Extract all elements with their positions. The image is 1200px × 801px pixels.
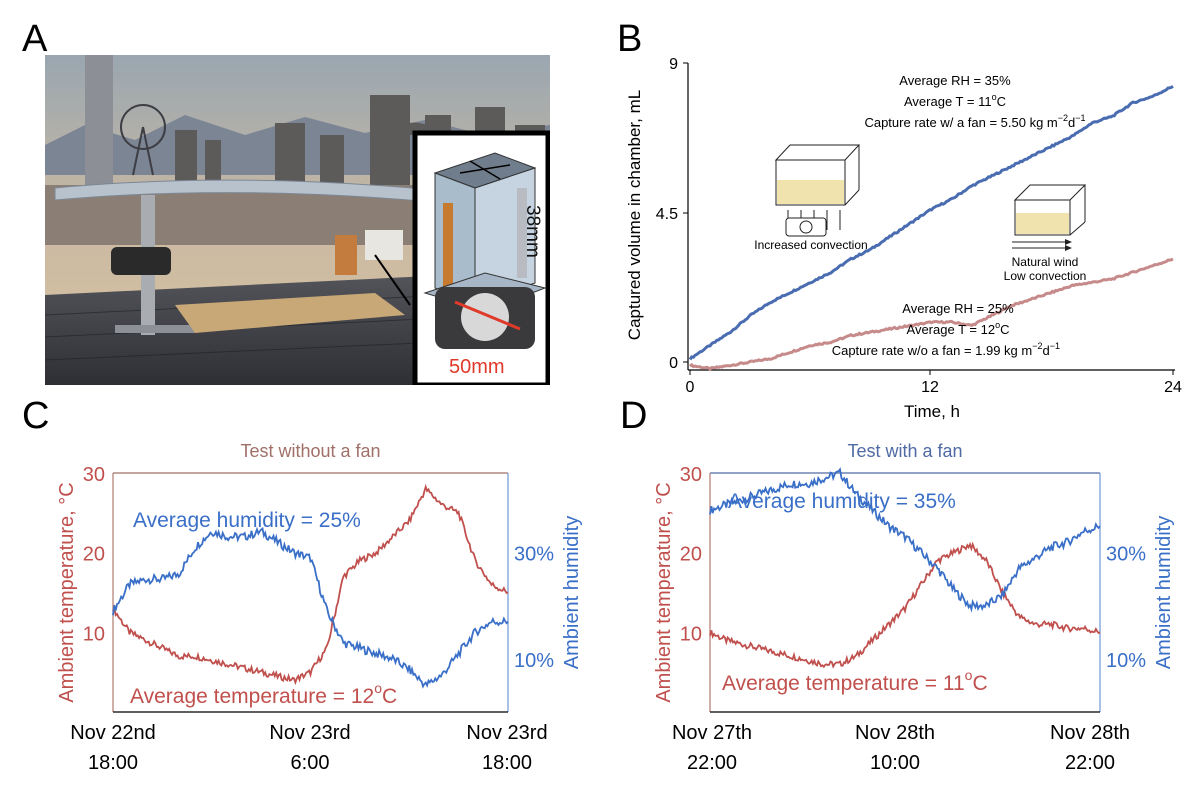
d-series-temperature <box>709 541 1101 669</box>
inset-height-label: 38mm <box>522 205 543 258</box>
c-temp-annotation: Average temperature = 12oC <box>130 680 397 708</box>
inset-fan-label: Increased convection <box>754 238 867 252</box>
c-x-tick-label-line1: Nov 23rd <box>269 722 350 744</box>
c-left-tick-label: 10 <box>83 623 105 645</box>
b-series-without-fan <box>689 257 1174 372</box>
panel-label-d: D <box>620 395 648 437</box>
inset-wind-label-1: Natural wind <box>1012 255 1079 269</box>
d-left-tick-label: 30 <box>680 464 702 486</box>
c-left-tick-label: 30 <box>83 464 105 486</box>
d-temp-annotation: Average temperature = 11oC <box>722 667 988 695</box>
d-x-tick-label-line1: Nov 28th <box>1050 722 1130 744</box>
d-humidity-annotation: Average humidity = 35% <box>728 490 956 513</box>
c-right-tick-label: 30% <box>514 544 554 566</box>
nofan-rate-annotation: Capture rate w/o a fan = 1.99 kg m−2d−1 <box>832 341 1060 358</box>
b-series-with-fan <box>688 85 1174 361</box>
c-humidity-annotation: Average humidity = 25% <box>133 509 361 532</box>
d-x-tick-label-line2: 10:00 <box>870 752 920 774</box>
b-y-axis-label: Captured volume in chamber, mL <box>625 90 644 340</box>
c-x-tick-label-line2: 6:00 <box>291 752 330 774</box>
d-title: Test with a fan <box>847 441 962 461</box>
c-right-tick-label: 10% <box>514 650 554 672</box>
nofan-t-annotation: Average T = 12oC <box>907 320 1010 337</box>
fan-chamber-icon <box>774 144 861 237</box>
b-x-tick-label: 24 <box>1164 379 1182 396</box>
b-x-tick-label: 12 <box>921 379 939 396</box>
c-x-tick-label-line2: 18:00 <box>88 752 138 774</box>
c-right-axis-label: Ambient humidity <box>561 516 583 669</box>
inset-width-label: 50mm <box>449 356 505 378</box>
c-series-humidity <box>112 526 509 689</box>
c-title: Test without a fan <box>240 441 380 461</box>
d-x-tick-label-line2: 22:00 <box>1065 752 1115 774</box>
c-x-tick-label-line2: 18:00 <box>482 752 532 774</box>
d-right-tick-label: 30% <box>1106 544 1146 566</box>
d-x-tick-label-line1: Nov 27th <box>672 722 752 744</box>
d-series-humidity <box>709 467 1101 613</box>
panel-label-c: C <box>22 395 50 437</box>
c-left-tick-label: 20 <box>83 544 105 566</box>
d-right-axis-label: Ambient humidity <box>1153 516 1175 669</box>
d-left-axis-label: Ambient temperature, °C <box>653 482 675 702</box>
d-x-tick-label-line2: 22:00 <box>687 752 737 774</box>
b-y-tick-label: 9 <box>669 56 678 73</box>
panel-label-a: A <box>22 18 48 60</box>
c-left-axis-label: Ambient temperature, °C <box>56 482 78 702</box>
c-series-temperature <box>112 483 509 686</box>
b-y-tick-label: 0 <box>669 355 678 372</box>
fan-rh-annotation: Average RH = 35% <box>899 73 1011 88</box>
b-x-tick-label: 0 <box>686 379 695 396</box>
fan-t-annotation: Average T = 11oC <box>904 92 1006 109</box>
inset-wind-label-2: Low convection <box>1004 269 1087 283</box>
d-right-tick-label: 10% <box>1106 650 1146 672</box>
fan-rate-annotation: Capture rate w/ a fan = 5.50 kg m−2d−1 <box>864 113 1085 130</box>
d-left-tick-label: 10 <box>680 623 702 645</box>
c-x-tick-label-line1: Nov 22nd <box>70 722 156 744</box>
c-x-tick-label-line1: Nov 23rd <box>466 722 547 744</box>
natural-wind-chamber-icon <box>1012 184 1087 251</box>
b-y-tick-label: 4.5 <box>656 206 678 223</box>
d-left-tick-label: 20 <box>680 544 702 566</box>
d-x-tick-label-line1: Nov 28th <box>855 722 935 744</box>
nofan-rh-annotation: Average RH = 25% <box>902 301 1014 316</box>
b-x-axis-label: Time, h <box>904 402 960 421</box>
rooftop-photo: 38mm 50mm <box>45 55 550 385</box>
panel-label-b: B <box>617 18 643 60</box>
